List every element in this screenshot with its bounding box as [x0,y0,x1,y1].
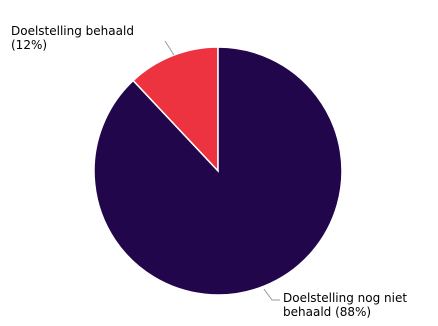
slice-label-achieved-line1: Doelstelling behaald [11,24,134,38]
leader-line-not-achieved [263,288,280,301]
pie-slice-not-achieved [93,46,343,296]
slice-labels-layer: Doelstelling behaald (12%) Doelstelling … [11,24,411,319]
slice-label-achieved: Doelstelling behaald (12%) [11,24,138,52]
leader-line-achieved [164,40,175,56]
slices-layer [93,46,343,296]
slice-label-not-achieved-line1: Doelstelling nog niet [283,291,407,305]
pie-slice-achieved [132,46,219,173]
leader-lines-layer [164,40,280,301]
slice-label-achieved-line2: (12%) [11,38,47,52]
slice-label-not-achieved-line2: behaald (88%) [283,305,371,319]
slice-label-not-achieved: Doelstelling nog niet behaald (88%) [283,291,411,319]
